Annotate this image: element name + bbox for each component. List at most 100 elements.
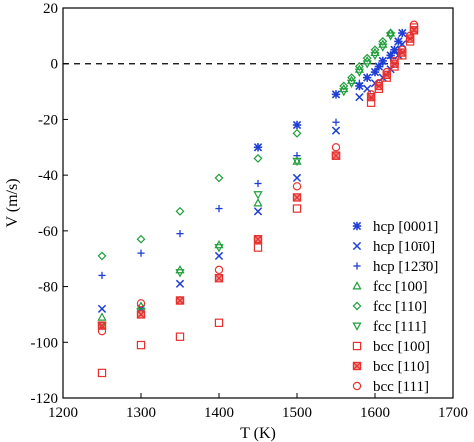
legend-entry: fcc [111] — [373, 319, 426, 335]
data-point — [214, 274, 224, 283]
data-point — [370, 45, 380, 55]
data-point — [214, 244, 224, 253]
data-point — [253, 198, 263, 207]
data-point — [137, 249, 145, 257]
series-3 — [97, 28, 396, 321]
data-point — [398, 45, 407, 54]
series-8 — [97, 20, 419, 336]
x-tick-label: 1600 — [360, 405, 390, 421]
data-point — [398, 28, 407, 38]
x-tick-label: 1200 — [48, 405, 78, 421]
data-point — [292, 193, 302, 202]
data-point — [378, 36, 388, 46]
data-point — [253, 191, 263, 200]
data-point — [385, 32, 396, 41]
x-tick-label: 1700 — [438, 405, 468, 421]
data-point — [398, 48, 407, 57]
data-point — [394, 37, 403, 46]
data-point — [215, 204, 223, 213]
data-point — [292, 204, 302, 213]
data-point — [214, 173, 224, 183]
data-point — [374, 79, 384, 88]
data-point — [363, 74, 371, 82]
data-point — [292, 120, 302, 130]
data-point — [390, 56, 399, 66]
data-point — [175, 332, 185, 341]
legend-entry: hcp [10ī0] — [373, 239, 435, 255]
legend-marker — [352, 241, 362, 251]
x-tick-label: 1500 — [282, 405, 312, 421]
data-point — [331, 90, 341, 99]
data-point — [371, 68, 379, 76]
y-tick-label: -60 — [38, 224, 58, 240]
data-point — [97, 304, 107, 313]
data-point — [409, 20, 419, 29]
data-point — [354, 62, 364, 71]
series-4 — [97, 28, 396, 261]
legend-marker — [353, 262, 361, 270]
data-point — [386, 28, 396, 38]
y-axis-label: V (m/s) — [4, 178, 21, 227]
legend-marker — [352, 301, 362, 311]
data-point — [253, 207, 263, 216]
legend-marker — [352, 341, 362, 351]
y-tick-label: -40 — [38, 168, 58, 184]
data-point — [175, 206, 185, 216]
data-point — [214, 265, 224, 275]
data-point — [253, 235, 263, 244]
data-point — [346, 79, 357, 89]
y-tick-label: -80 — [38, 280, 58, 296]
axis-ticks: 1200 1300 1400 1500 1600 1700 20 0 -20 -40 -60 -80 -… — [31, 1, 469, 421]
data-point — [362, 53, 372, 63]
data-point — [97, 326, 107, 336]
data-point — [136, 234, 146, 244]
data-points — [97, 20, 419, 378]
legend: hcp [0001] hcp [10ī0] hcp [123̄0] fcc [100]… — [352, 219, 438, 395]
legend-marker — [352, 381, 362, 391]
x-tick-label: 1400 — [204, 405, 234, 421]
data-point — [339, 81, 349, 91]
y-tick-label: -20 — [38, 112, 58, 128]
legend-entry: bcc [110] — [373, 359, 430, 375]
data-point — [292, 173, 302, 183]
data-point — [339, 88, 349, 97]
legend-marker — [352, 221, 362, 231]
data-point — [175, 279, 185, 288]
data-point — [253, 153, 263, 163]
data-point — [347, 73, 357, 83]
data-point — [355, 79, 363, 87]
data-point — [382, 70, 391, 80]
data-point — [136, 340, 146, 350]
legend-entry: bcc [100] — [373, 339, 430, 355]
plot-area — [62, 7, 454, 399]
data-point — [253, 143, 263, 152]
data-point — [370, 51, 380, 61]
data-point — [292, 182, 302, 191]
data-point — [405, 34, 415, 43]
legend-entry: bcc [111] — [373, 379, 429, 395]
data-point — [331, 126, 341, 135]
data-point — [98, 271, 106, 280]
data-point — [366, 92, 376, 102]
data-point — [362, 60, 372, 69]
data-point — [176, 230, 184, 238]
data-point — [97, 312, 107, 321]
legend-entry: fcc [100] — [373, 279, 428, 295]
data-point — [379, 60, 387, 68]
y-tick-label: 20 — [43, 1, 58, 17]
data-point — [214, 251, 224, 261]
data-point — [136, 299, 146, 308]
data-point — [214, 318, 224, 327]
data-point — [355, 93, 364, 102]
legend-marker — [352, 281, 362, 290]
data-point — [405, 31, 415, 41]
data-point — [332, 118, 340, 126]
data-point — [292, 157, 302, 167]
legend-entry: hcp [123̄0] — [373, 259, 438, 275]
data-point — [374, 81, 384, 91]
data-point — [378, 43, 388, 52]
data-point — [97, 251, 107, 261]
y-tick-label: -120 — [31, 391, 59, 407]
data-point — [331, 151, 341, 160]
y-tick-label: 0 — [51, 57, 59, 73]
